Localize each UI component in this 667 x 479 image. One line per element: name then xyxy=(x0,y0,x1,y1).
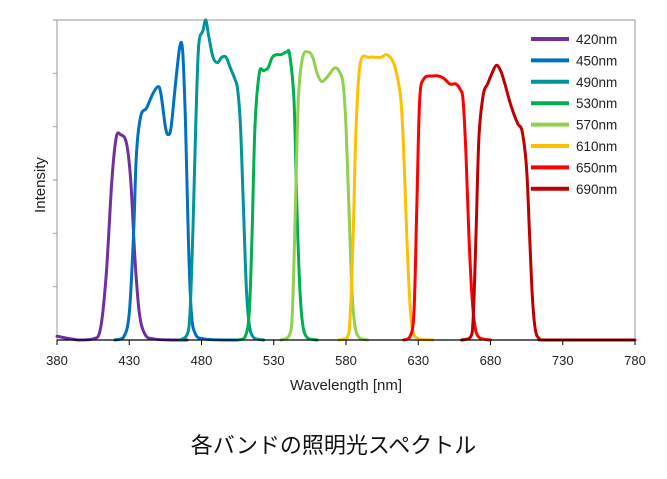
legend-label-650nm: 650nm xyxy=(576,160,617,175)
legend-label-530nm: 530nm xyxy=(576,96,617,111)
y-axis-ticks xyxy=(53,19,57,288)
x-axis-title: Wavelength [nm] xyxy=(290,377,402,394)
legend-label-420nm: 420nm xyxy=(576,32,617,47)
x-axis-tick-labels: 380 430 480 530 580 630 680 730 780 xyxy=(46,353,646,368)
series-line-610nm xyxy=(337,53,435,342)
figure-caption: 各バンドの照明光スペクトル xyxy=(190,434,477,459)
x-tick-label: 380 xyxy=(46,353,68,368)
series-line-450nm xyxy=(113,40,240,342)
x-tick-label: 430 xyxy=(118,353,140,368)
x-tick-label: 530 xyxy=(263,353,285,368)
series-line-570nm xyxy=(279,50,370,342)
legend-label-610nm: 610nm xyxy=(576,139,617,154)
spectrum-series xyxy=(55,18,637,342)
x-tick-label: 480 xyxy=(191,353,213,368)
legend-label-490nm: 490nm xyxy=(576,75,617,90)
series-line-530nm xyxy=(236,48,319,342)
legend-label-570nm: 570nm xyxy=(576,118,617,133)
series-line-650nm xyxy=(402,74,492,342)
series-line-490nm xyxy=(178,18,266,342)
x-tick-label: 780 xyxy=(624,353,646,368)
x-tick-label: 680 xyxy=(480,353,502,368)
series-line-420nm xyxy=(55,131,189,342)
legend: 420nm 450nm 490nm 530nm 570nm 610nm 650nm 690nm xyxy=(531,32,617,197)
legend-label-450nm: 450nm xyxy=(576,53,617,68)
plot-frame xyxy=(56,19,636,341)
legend-label-690nm: 690nm xyxy=(576,182,617,197)
x-tick-label: 580 xyxy=(335,353,357,368)
series-line-690nm xyxy=(460,63,637,342)
x-tick-label: 730 xyxy=(552,353,574,368)
x-tick-label: 630 xyxy=(407,353,429,368)
y-axis-title: Intensity xyxy=(32,157,49,213)
